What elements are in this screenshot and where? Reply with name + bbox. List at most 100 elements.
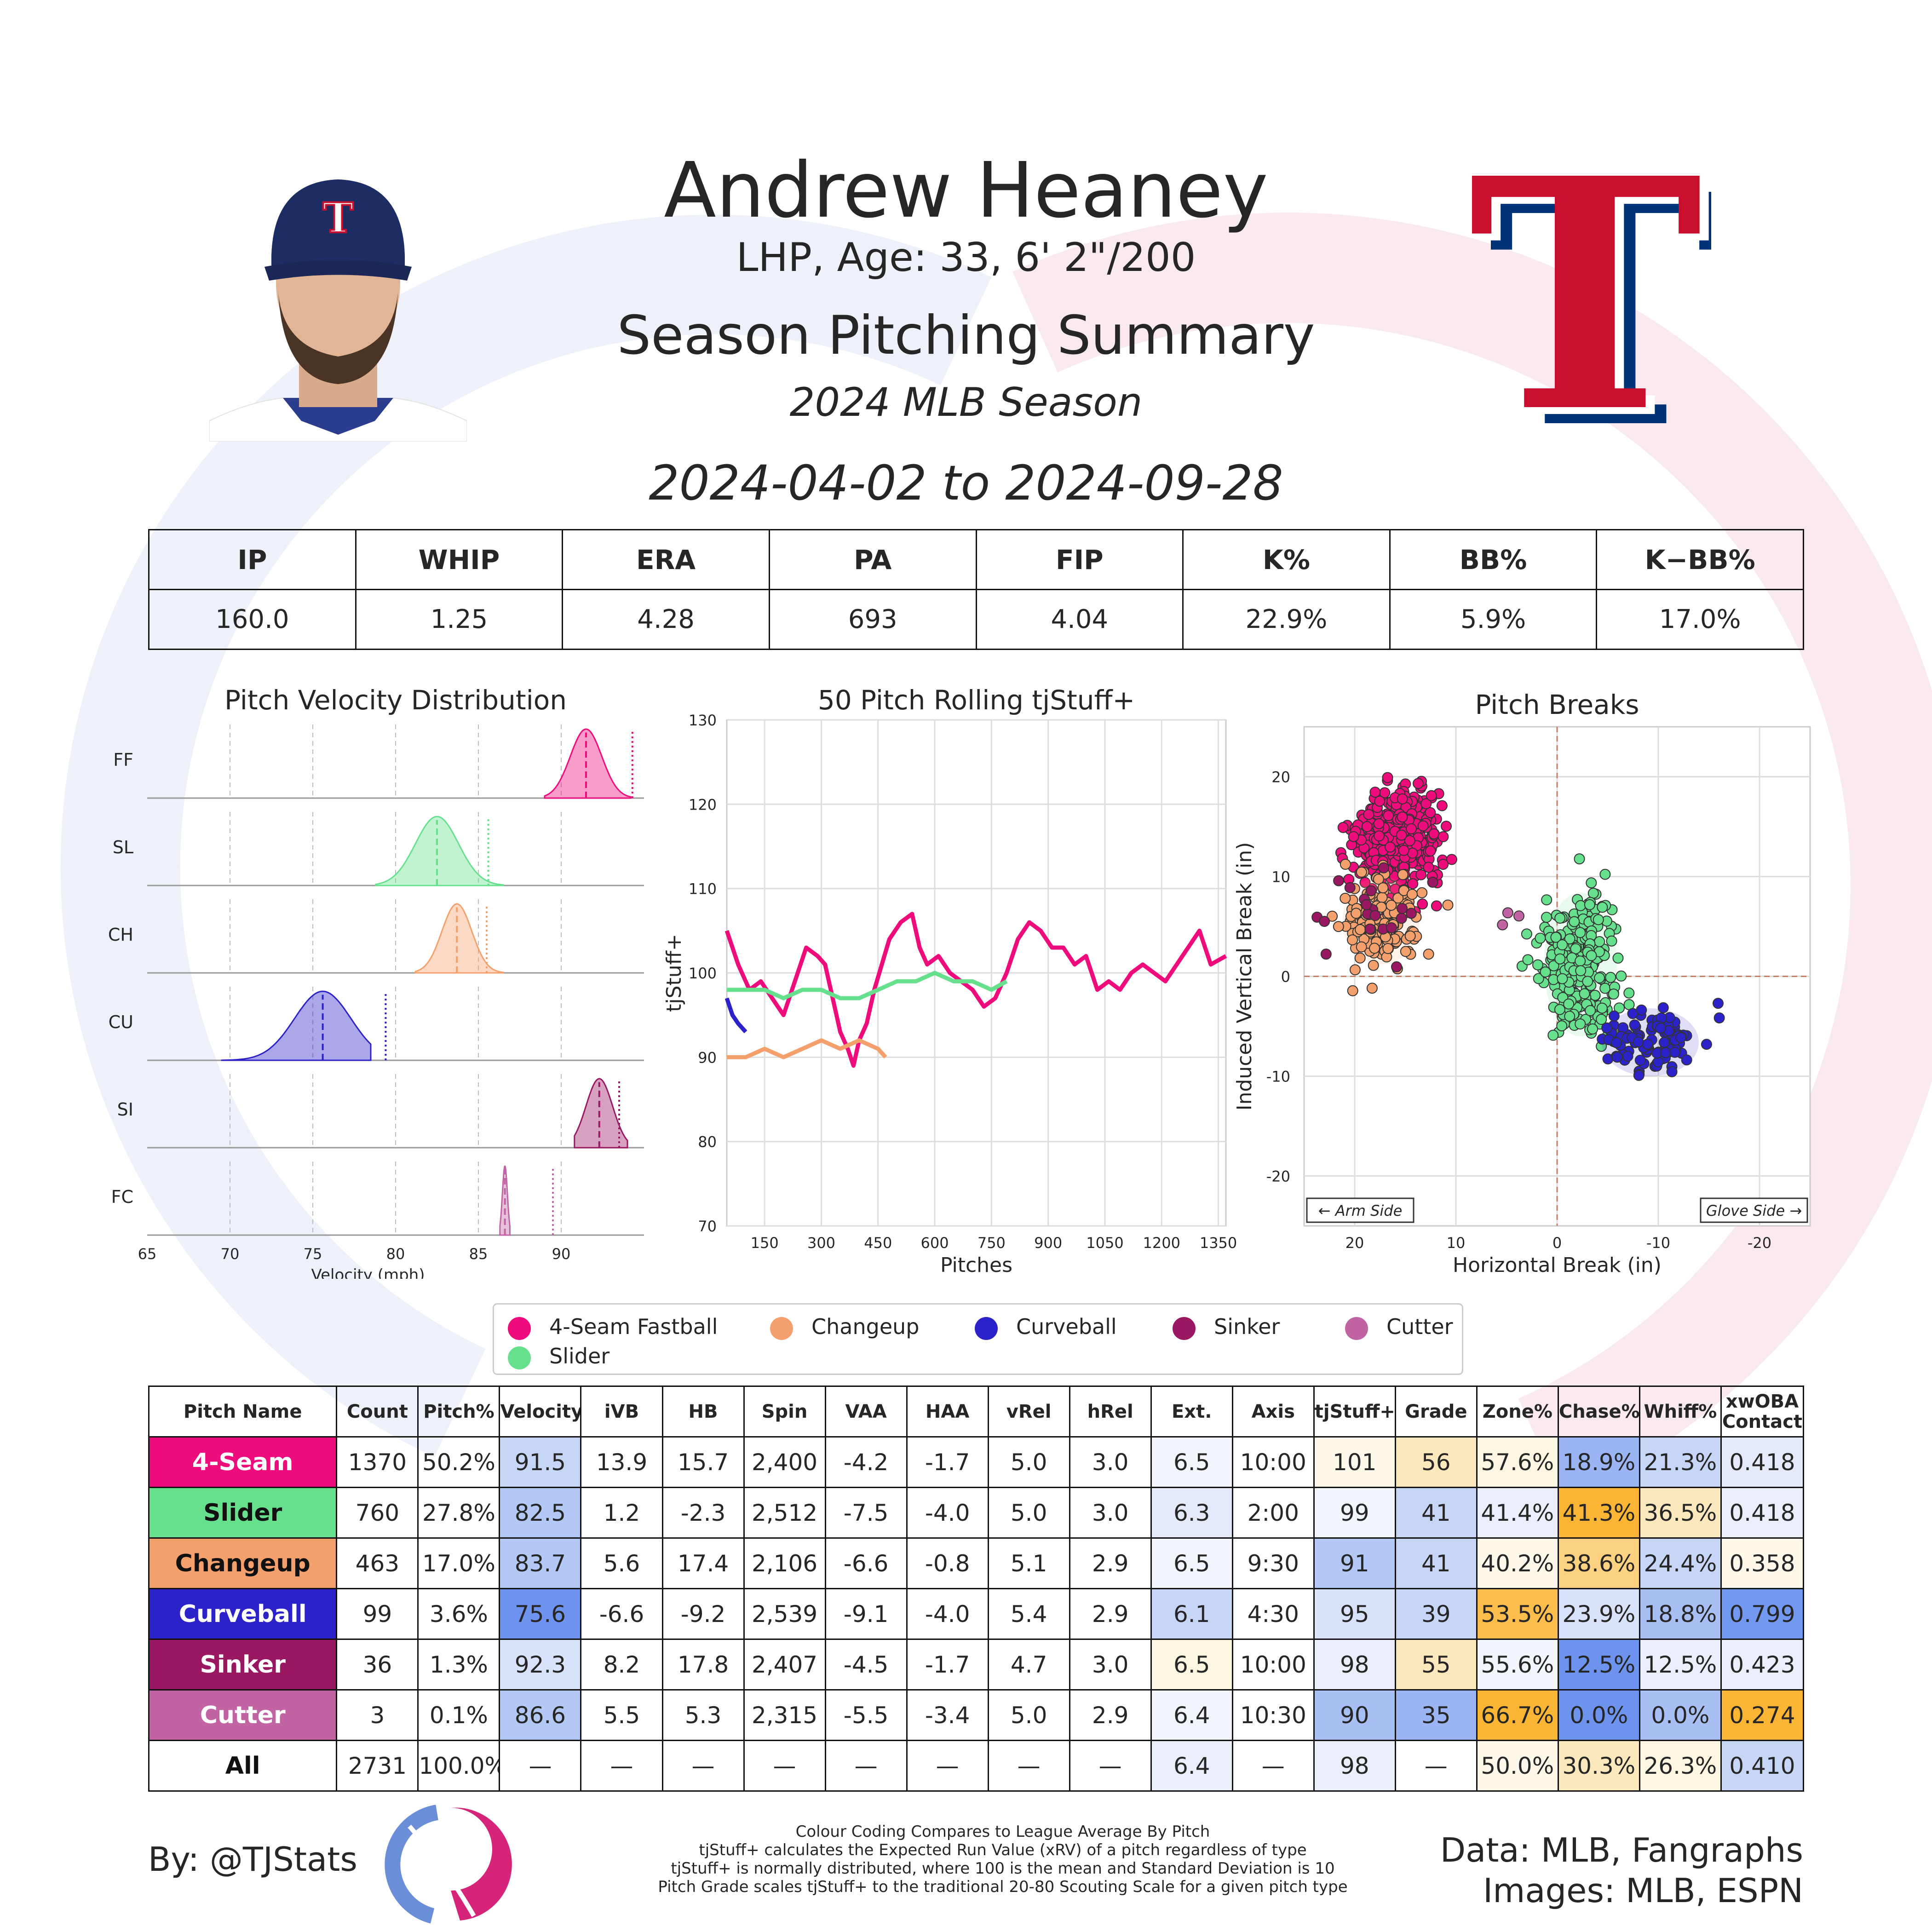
table-cell: 36.5% xyxy=(1639,1487,1722,1539)
table-cell: 3 xyxy=(336,1689,419,1741)
pitch-point-SL xyxy=(1522,954,1534,966)
pitch-point-SI xyxy=(1397,903,1408,914)
pitch-point-CH xyxy=(1407,889,1418,900)
pitch-name-cell: Sinker xyxy=(148,1639,338,1690)
pitch-point-SL xyxy=(1575,927,1586,938)
table-cell: — xyxy=(906,1740,989,1792)
row-label: FF xyxy=(113,750,133,770)
x-axis-label: Horizontal Break (in) xyxy=(1453,1254,1662,1277)
table-cell: 38.6% xyxy=(1557,1537,1640,1589)
stat-value: 4.28 xyxy=(562,589,770,650)
pitch-point-FF xyxy=(1398,845,1409,856)
table-cell: -4.0 xyxy=(906,1487,989,1539)
table-cell: 5.6 xyxy=(580,1537,663,1589)
series-line-CU xyxy=(724,997,748,1034)
legend-item-CH: Changeup xyxy=(770,1313,919,1340)
season-stats-value-row: 160.0 1.25 4.28 693 4.04 22.9% 5.9% 17.0… xyxy=(148,589,1804,650)
series-line-CH xyxy=(727,1038,887,1059)
pitch-point-CH xyxy=(1368,960,1379,971)
legend-item-SI: Sinker xyxy=(1173,1313,1280,1340)
table-cell: -4.5 xyxy=(824,1639,908,1690)
y-tick-label: 130 xyxy=(689,712,717,729)
table-cell: 6.5 xyxy=(1150,1639,1233,1690)
pitch-point-SL xyxy=(1575,1018,1586,1029)
table-cell: — xyxy=(1394,1740,1478,1792)
table-cell: 2,400 xyxy=(743,1436,826,1488)
player-name: Andrew Heaney xyxy=(664,146,1268,235)
pitch-point-SI xyxy=(1369,910,1381,921)
column-header: VAA xyxy=(824,1386,908,1438)
legend-label: Sinker xyxy=(1214,1314,1280,1339)
table-cell: 463 xyxy=(336,1537,419,1589)
x-tick-label: 85 xyxy=(469,1245,488,1263)
pitch-name-cell: All xyxy=(148,1740,338,1792)
column-header: Count xyxy=(336,1386,419,1438)
legend-label: Cutter xyxy=(1386,1314,1453,1339)
table-cell: 4:30 xyxy=(1231,1588,1315,1640)
pitch-point-SL xyxy=(1616,970,1627,982)
pitch-point-FF xyxy=(1431,900,1442,912)
pitch-point-CU xyxy=(1655,1023,1666,1034)
stat-value: 693 xyxy=(768,589,977,650)
table-cell: 95 xyxy=(1313,1588,1396,1640)
tjstats-logo: STATS xyxy=(385,1805,512,1924)
table-cell: 24.4% xyxy=(1639,1537,1722,1589)
table-cell: 12.5% xyxy=(1639,1639,1722,1690)
pitch-point-SL xyxy=(1548,960,1559,972)
table-cell: 66.7% xyxy=(1476,1689,1559,1741)
data-credit: Data: MLB, Fangraphs xyxy=(1440,1831,1803,1869)
table-cell: 23.9% xyxy=(1557,1588,1640,1640)
table-cell: 0.410 xyxy=(1720,1740,1805,1792)
x-tick-label: 90 xyxy=(552,1245,571,1263)
y-tick-label: 0 xyxy=(1281,968,1290,986)
column-header: Whiff% xyxy=(1639,1386,1722,1438)
source-credits: Data: MLB, Fangraphs Images: MLB, ESPN xyxy=(1440,1830,1803,1911)
table-cell: 2,315 xyxy=(743,1689,826,1741)
table-cell: 0.418 xyxy=(1720,1487,1805,1539)
player-bio: LHP, Age: 33, 6' 2"/200 xyxy=(736,235,1196,281)
table-cell: 6.1 xyxy=(1150,1588,1233,1640)
legend-marker xyxy=(770,1317,793,1340)
table-cell: 82.5 xyxy=(499,1487,582,1539)
column-header: Chase% xyxy=(1557,1386,1640,1438)
pitch-point-SL xyxy=(1585,1005,1596,1016)
pitch-point-FF xyxy=(1425,807,1436,818)
pitch-point-SI xyxy=(1396,913,1407,924)
pitch-point-SI xyxy=(1378,862,1389,874)
table-row: Changeup 463 17.0% 83.7 5.6 17.4 2,106 -6.6 -0.8… xyxy=(148,1537,1805,1589)
y-tick-label: -10 xyxy=(1266,1068,1290,1086)
table-cell: — xyxy=(580,1740,663,1792)
pitch-point-CU xyxy=(1681,1054,1692,1066)
pitch-point-SL xyxy=(1570,943,1581,954)
x-tick-label: 20 xyxy=(1346,1234,1364,1252)
legend-item-FF: 4-Seam Fastball xyxy=(508,1313,718,1340)
x-tick-label: 10 xyxy=(1447,1234,1466,1252)
stat-value: 22.9% xyxy=(1182,589,1391,650)
pitch-point-CH xyxy=(1351,908,1362,919)
column-header: tjStuff+ xyxy=(1313,1386,1396,1438)
chart-title: 50 Pitch Rolling tjStuff+ xyxy=(818,684,1135,716)
table-cell: 3.0 xyxy=(1069,1639,1152,1690)
pitch-point-SL xyxy=(1584,899,1595,910)
pitch-point-SL xyxy=(1596,1002,1608,1014)
table-cell: 41.4% xyxy=(1476,1487,1559,1539)
table-cell: 9:30 xyxy=(1231,1537,1315,1589)
pitch-point-SI xyxy=(1364,923,1376,935)
pitch-name-cell: Slider xyxy=(148,1487,338,1539)
row-label: FC xyxy=(111,1187,133,1207)
pitch-point-FF xyxy=(1420,798,1432,810)
player-headshot: T xyxy=(209,179,467,442)
glove-side-label: Glove Side → xyxy=(1706,1202,1802,1219)
table-cell: 3.0 xyxy=(1069,1436,1152,1488)
pitch-point-CU xyxy=(1622,1051,1633,1062)
table-cell: 30.3% xyxy=(1557,1740,1640,1792)
pitch-point-FF xyxy=(1363,809,1374,820)
table-cell: 40.2% xyxy=(1476,1537,1559,1589)
stat-value: 4.04 xyxy=(975,589,1184,650)
table-cell: 50.0% xyxy=(1476,1740,1559,1792)
column-header: Pitch% xyxy=(417,1386,500,1438)
table-cell: 3.0 xyxy=(1069,1487,1152,1539)
x-tick-label: 450 xyxy=(864,1234,892,1252)
pitch-name-cell: Cutter xyxy=(148,1689,338,1741)
table-cell: 2.9 xyxy=(1069,1588,1152,1640)
